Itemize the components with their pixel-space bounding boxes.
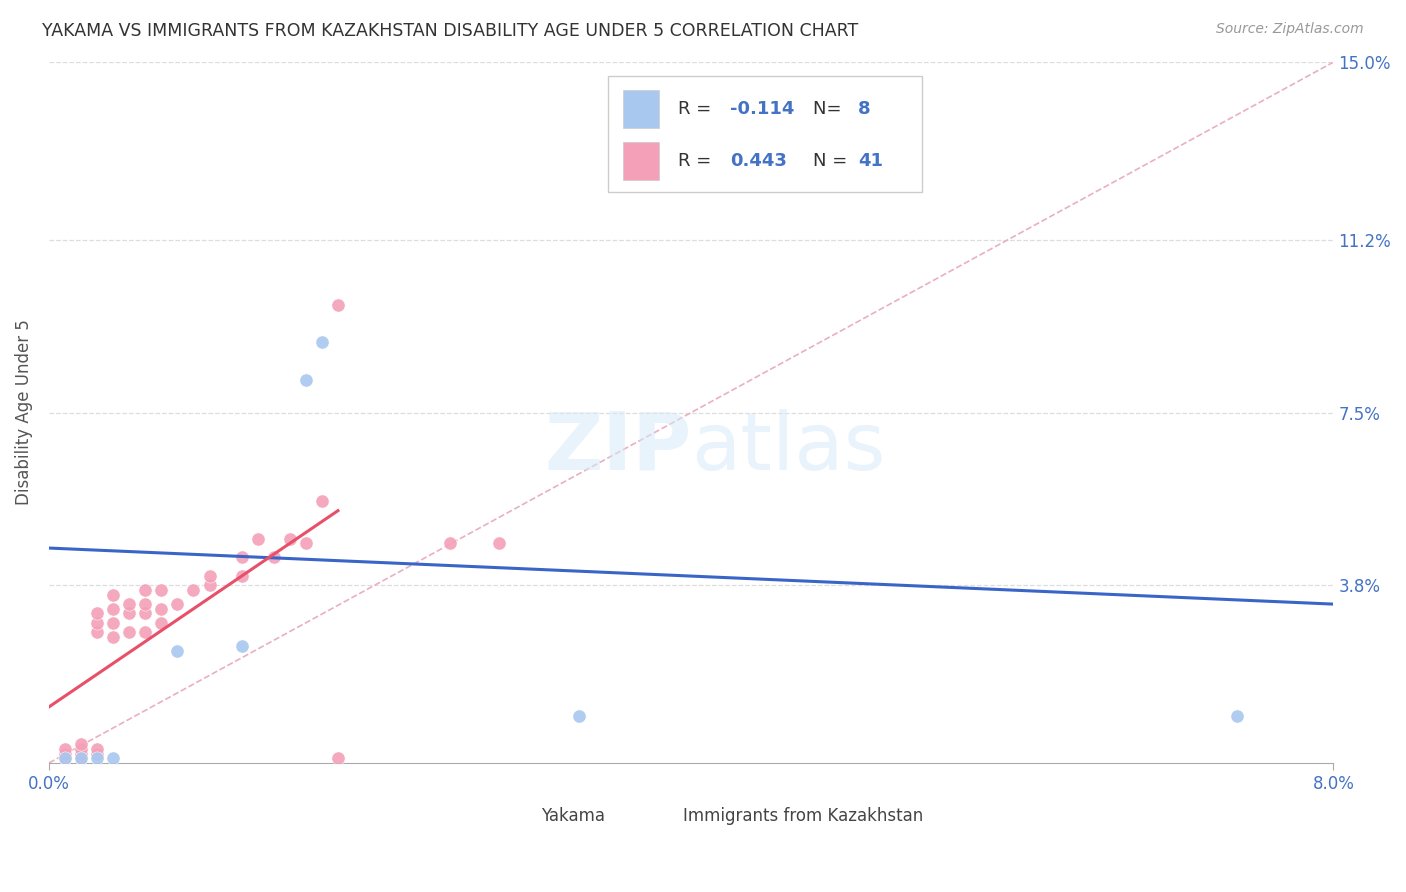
Point [70,751,93,765]
Point [70,751,93,765]
Text: 8: 8 [858,100,870,118]
Point [118,597,141,611]
Point [488,536,510,550]
Point [198,569,221,583]
Point [86,742,108,756]
Text: ZIP: ZIP [544,409,692,487]
Point [263,550,285,565]
Point [231,550,253,565]
Point [53,747,76,761]
Y-axis label: Disability Age Under 5: Disability Age Under 5 [15,319,32,506]
Point [326,298,349,312]
Text: Source: ZipAtlas.com: Source: ZipAtlas.com [1216,22,1364,37]
Point [150,583,173,598]
Point [53,751,76,765]
Point [295,373,318,387]
Point [231,569,253,583]
Point [70,742,93,756]
Text: N=: N= [813,100,848,118]
Point [568,709,591,723]
Text: R =: R = [678,100,717,118]
Point [134,607,156,621]
Point [118,625,141,640]
Point [246,532,269,546]
Point [150,601,173,615]
Point [86,625,108,640]
Point [295,536,318,550]
Text: atlas: atlas [692,409,886,487]
Point [86,615,108,630]
Point [166,597,188,611]
Point [326,751,349,765]
Point [278,532,301,546]
Point [134,583,156,598]
Text: N =: N = [813,152,853,170]
Text: 41: 41 [858,152,883,170]
Bar [648,806,676,824]
Point [118,607,141,621]
Point [70,747,93,761]
Text: -0.114: -0.114 [730,100,794,118]
FancyBboxPatch shape [607,76,922,192]
Point [86,607,108,621]
Point [439,536,461,550]
Point [103,588,125,602]
Bar [623,142,659,180]
Point [86,747,108,761]
Point [1226,709,1249,723]
Text: Immigrants from Kazakhstan: Immigrants from Kazakhstan [683,806,924,824]
Point [134,625,156,640]
Point [198,578,221,592]
Point [231,639,253,653]
Point [134,597,156,611]
Point [103,601,125,615]
Bar [623,90,659,128]
Point [70,737,93,751]
Point [166,644,188,658]
Point [86,751,108,765]
Point [183,583,205,598]
Point [311,335,333,350]
Text: R =: R = [678,152,717,170]
Point [103,615,125,630]
Point [53,742,76,756]
Point [53,751,76,765]
Text: 0.443: 0.443 [730,152,786,170]
Text: YAKAMA VS IMMIGRANTS FROM KAZAKHSTAN DISABILITY AGE UNDER 5 CORRELATION CHART: YAKAMA VS IMMIGRANTS FROM KAZAKHSTAN DIS… [42,22,859,40]
Bar [505,806,533,824]
Point [150,615,173,630]
Point [311,494,333,508]
Point [103,751,125,765]
Text: Yakama: Yakama [541,806,605,824]
Point [103,630,125,644]
